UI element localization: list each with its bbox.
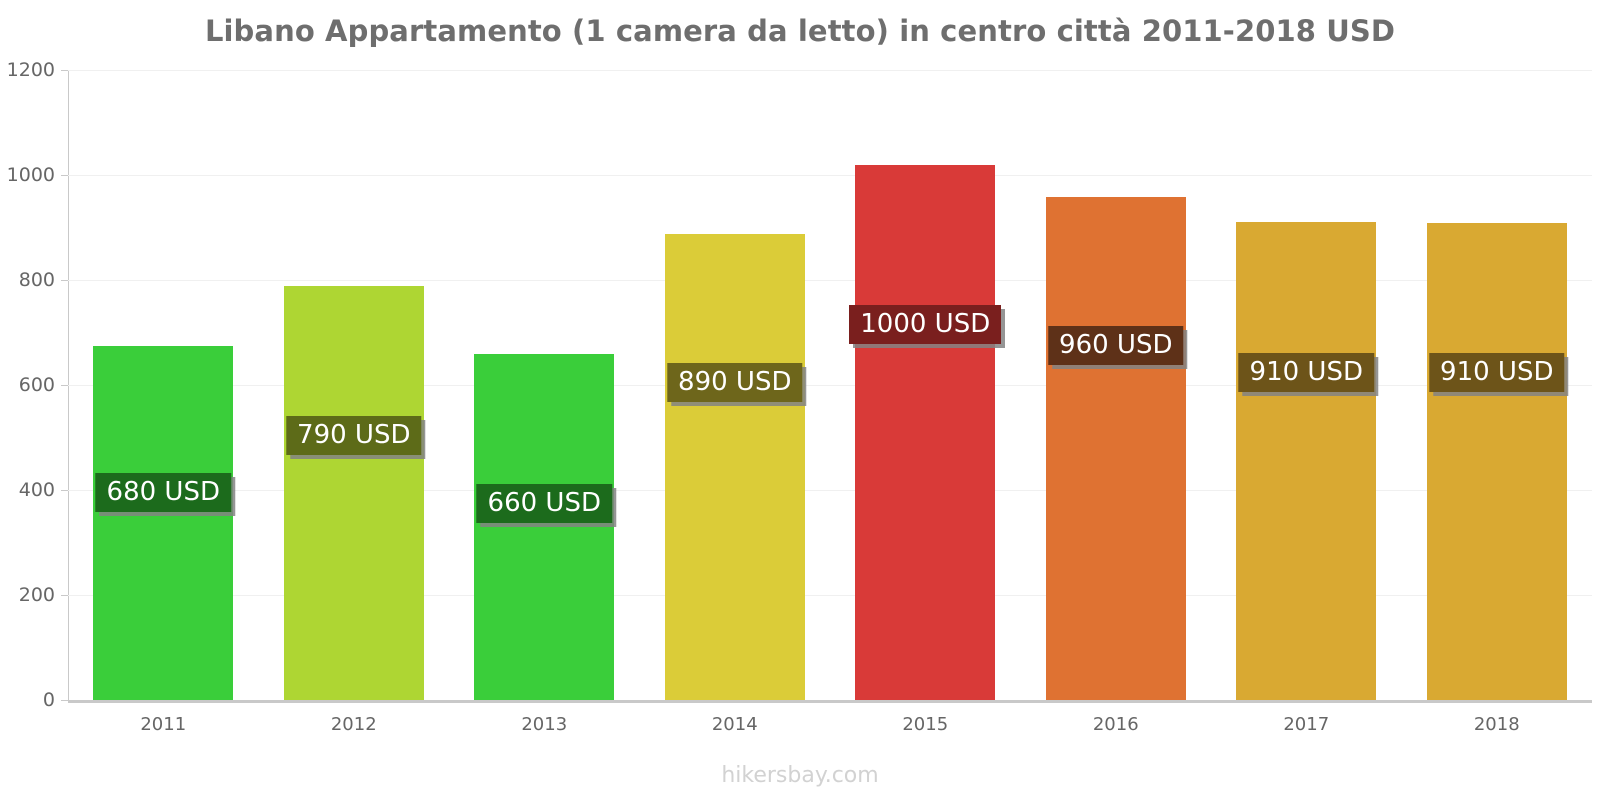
x-tick-label: 2015 bbox=[902, 714, 949, 735]
gridline bbox=[61, 595, 1592, 596]
bar[interactable] bbox=[93, 345, 234, 700]
bar-group[interactable]: 680 USD bbox=[93, 70, 234, 700]
y-tick-label: 1200 bbox=[6, 59, 55, 81]
y-tick-mark bbox=[61, 70, 68, 71]
bar-value-label: 790 USD bbox=[286, 415, 422, 455]
bar-value-label: 890 USD bbox=[667, 363, 803, 402]
bar-value-label: 680 USD bbox=[95, 473, 231, 513]
x-tick-label: 2012 bbox=[330, 714, 377, 735]
bar-group[interactable]: 660 USD bbox=[474, 70, 615, 700]
y-tick-mark bbox=[61, 385, 68, 386]
y-tick-label: 0 bbox=[42, 689, 55, 711]
gridline bbox=[61, 175, 1592, 176]
y-tick-mark bbox=[61, 280, 68, 281]
y-tick-label: 600 bbox=[18, 374, 55, 396]
chart-title: Libano Appartamento (1 camera da letto) … bbox=[204, 14, 1396, 48]
y-tick-mark bbox=[61, 595, 68, 596]
gridline bbox=[61, 70, 1592, 71]
bar-value-label: 910 USD bbox=[1238, 352, 1374, 392]
bar-value-label: 960 USD bbox=[1048, 326, 1184, 366]
gridline bbox=[61, 280, 1592, 281]
x-axis-line bbox=[68, 701, 1592, 703]
gridline bbox=[61, 700, 1592, 701]
bar[interactable] bbox=[1236, 222, 1377, 700]
y-tick-label: 800 bbox=[18, 269, 55, 291]
gridline bbox=[61, 490, 1592, 491]
bar-value-label: 910 USD bbox=[1429, 352, 1565, 392]
bar[interactable] bbox=[1426, 223, 1567, 700]
y-tick-mark bbox=[61, 175, 68, 176]
bar-value-label: 1000 USD bbox=[849, 305, 1002, 345]
y-tick-mark bbox=[61, 490, 68, 491]
bar[interactable] bbox=[283, 286, 424, 700]
bar-value-label: 660 USD bbox=[476, 483, 612, 523]
x-tick-label: 2017 bbox=[1283, 714, 1330, 735]
bar[interactable] bbox=[855, 164, 996, 700]
x-tick-label: 2018 bbox=[1473, 714, 1520, 735]
x-tick-label: 2016 bbox=[1092, 714, 1139, 735]
bar[interactable] bbox=[664, 234, 805, 700]
bar[interactable] bbox=[474, 353, 615, 700]
x-tick-label: 2013 bbox=[521, 714, 568, 735]
bar-group[interactable]: 890 USD bbox=[664, 70, 805, 700]
y-tick-mark bbox=[61, 700, 68, 701]
y-tick-label: 1000 bbox=[6, 164, 55, 186]
footer-watermark: hikersbay.com bbox=[721, 763, 879, 788]
bar-group[interactable]: 790 USD bbox=[283, 70, 424, 700]
x-tick-label: 2011 bbox=[140, 714, 187, 735]
bar-group[interactable]: 910 USD bbox=[1236, 70, 1377, 700]
y-axis-line bbox=[68, 70, 69, 702]
bar[interactable] bbox=[1045, 197, 1186, 700]
y-tick-label: 200 bbox=[18, 584, 55, 606]
bar-group[interactable]: 910 USD bbox=[1426, 70, 1567, 700]
gridline bbox=[61, 385, 1592, 386]
plot-area: 680 USD 790 USD 660 USD 890 USD 1000 USD 960 … bbox=[61, 70, 1592, 701]
bar-group[interactable]: 960 USD bbox=[1045, 70, 1186, 700]
x-tick-label: 2014 bbox=[711, 714, 758, 735]
bar-group[interactable]: 1000 USD bbox=[849, 70, 1002, 700]
y-tick-label: 400 bbox=[18, 479, 55, 501]
